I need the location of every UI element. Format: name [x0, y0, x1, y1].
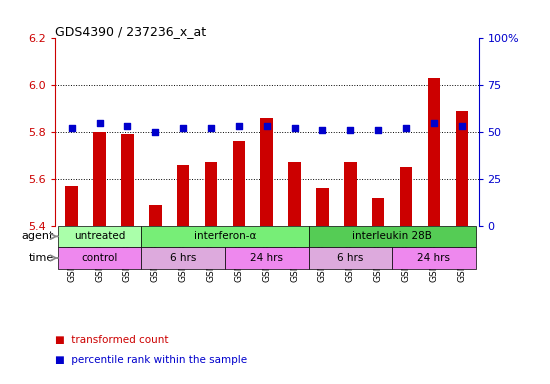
Point	[290, 125, 299, 131]
Point	[458, 123, 466, 129]
Bar	[309, 226, 476, 247]
Text: ■  percentile rank within the sample: ■ percentile rank within the sample	[55, 355, 247, 365]
Bar	[58, 226, 141, 247]
Point	[123, 123, 132, 129]
Text: interferon-α: interferon-α	[194, 232, 256, 242]
Point	[234, 123, 243, 129]
Bar	[141, 247, 225, 269]
Bar	[177, 165, 189, 226]
Bar	[400, 167, 412, 226]
Text: 6 hrs: 6 hrs	[337, 253, 364, 263]
Point	[374, 127, 383, 133]
Bar	[344, 162, 356, 226]
Point	[430, 119, 438, 126]
Point	[346, 127, 355, 133]
Bar	[149, 205, 162, 226]
Point	[67, 125, 76, 131]
Bar	[428, 78, 440, 226]
Point	[207, 125, 216, 131]
Bar	[372, 197, 384, 226]
Text: 6 hrs: 6 hrs	[170, 253, 196, 263]
Point	[262, 123, 271, 129]
Bar	[94, 132, 106, 226]
Text: control: control	[81, 253, 118, 263]
Point	[179, 125, 188, 131]
Bar	[309, 247, 392, 269]
Bar	[141, 226, 309, 247]
Text: GDS4390 / 237236_x_at: GDS4390 / 237236_x_at	[55, 25, 206, 38]
Point	[151, 129, 160, 135]
Bar	[121, 134, 134, 226]
Text: time: time	[29, 253, 54, 263]
Bar	[205, 162, 217, 226]
Text: untreated: untreated	[74, 232, 125, 242]
Bar	[288, 162, 301, 226]
Point	[318, 127, 327, 133]
Bar	[58, 247, 141, 269]
Text: 24 hrs: 24 hrs	[250, 253, 283, 263]
Bar	[261, 118, 273, 226]
Text: agent: agent	[22, 232, 54, 242]
Bar	[316, 188, 329, 226]
Text: interleukin 28B: interleukin 28B	[352, 232, 432, 242]
Point	[402, 125, 410, 131]
Point	[95, 119, 104, 126]
Bar	[455, 111, 468, 226]
Text: 24 hrs: 24 hrs	[417, 253, 450, 263]
Text: ■  transformed count: ■ transformed count	[55, 335, 168, 345]
Bar	[225, 247, 309, 269]
Bar	[233, 141, 245, 226]
Bar	[65, 186, 78, 226]
Bar	[392, 247, 476, 269]
